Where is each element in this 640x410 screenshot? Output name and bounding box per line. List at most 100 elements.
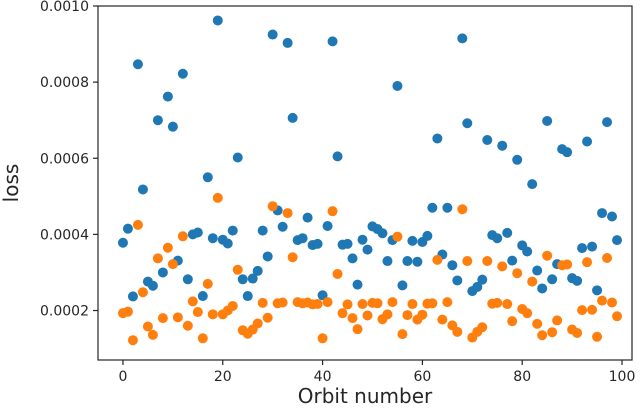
data-point-series-1 <box>147 280 158 291</box>
data-point-series-1 <box>122 223 133 234</box>
data-point-series-1 <box>497 140 508 151</box>
data-point-series-1 <box>462 118 473 129</box>
data-point-series-1 <box>202 172 213 183</box>
data-point-series-1 <box>477 274 488 285</box>
plot-frame <box>97 5 633 361</box>
data-point-series-2 <box>552 315 563 326</box>
data-point-series-2 <box>232 264 243 275</box>
y-axis-label: loss <box>0 164 23 203</box>
data-point-series-1 <box>547 274 558 285</box>
data-point-series-1 <box>527 179 538 190</box>
data-point-series-1 <box>302 212 313 223</box>
points-layer <box>117 15 623 346</box>
data-point-series-2 <box>342 299 353 310</box>
data-point-series-2 <box>152 253 163 264</box>
data-point-series-2 <box>582 257 593 268</box>
x-tick-label: 60 <box>413 369 431 385</box>
data-point-series-1 <box>242 291 253 302</box>
data-point-series-2 <box>572 327 583 338</box>
data-point-series-2 <box>417 309 428 320</box>
x-tick-label: 40 <box>314 369 332 385</box>
data-point-series-1 <box>232 152 243 163</box>
data-point-series-1 <box>607 211 618 222</box>
y-tick-label: 0.0002 <box>40 304 89 320</box>
data-point-series-1 <box>612 235 623 246</box>
data-point-series-2 <box>492 297 503 308</box>
y-tick-label: 0.0006 <box>40 151 89 167</box>
data-point-series-1 <box>117 237 128 248</box>
data-point-series-1 <box>362 244 373 255</box>
data-point-series-1 <box>507 255 518 266</box>
data-point-series-2 <box>562 259 573 270</box>
data-point-series-2 <box>212 192 223 203</box>
data-point-series-1 <box>452 275 463 286</box>
data-point-series-2 <box>322 297 333 308</box>
data-point-series-2 <box>137 287 148 298</box>
data-point-series-1 <box>582 136 593 147</box>
data-point-series-1 <box>297 233 308 244</box>
data-point-series-2 <box>142 321 153 332</box>
data-point-series-2 <box>397 329 408 340</box>
data-point-series-1 <box>522 246 533 257</box>
data-point-series-1 <box>342 238 353 249</box>
data-point-series-2 <box>407 299 418 310</box>
data-point-series-2 <box>537 330 548 341</box>
data-point-series-1 <box>432 133 443 144</box>
data-point-series-1 <box>312 238 323 249</box>
data-point-series-1 <box>167 121 178 132</box>
data-point-series-2 <box>182 320 193 331</box>
data-point-series-1 <box>592 285 603 296</box>
data-point-series-2 <box>437 314 448 325</box>
data-point-series-2 <box>497 261 508 272</box>
data-point-series-1 <box>157 267 168 278</box>
data-point-series-2 <box>172 312 183 323</box>
data-point-series-1 <box>207 233 218 244</box>
data-point-series-1 <box>377 228 388 239</box>
data-point-series-2 <box>532 318 543 329</box>
data-point-series-1 <box>542 115 553 126</box>
data-point-series-1 <box>602 117 613 128</box>
data-point-series-2 <box>592 331 603 342</box>
data-point-series-2 <box>427 298 438 309</box>
data-point-series-1 <box>572 275 583 286</box>
data-point-series-2 <box>352 324 363 335</box>
data-point-series-1 <box>332 151 343 162</box>
data-point-series-1 <box>352 279 363 290</box>
data-point-series-2 <box>457 204 468 215</box>
data-point-series-1 <box>327 36 338 47</box>
x-axis-label: Orbit number <box>298 384 433 408</box>
x-tick-label: 100 <box>609 369 636 385</box>
x-tick-label: 80 <box>513 369 531 385</box>
data-point-series-2 <box>602 252 613 263</box>
data-point-series-1 <box>502 227 513 238</box>
data-point-series-2 <box>577 305 588 316</box>
data-point-series-1 <box>317 290 328 301</box>
data-point-series-1 <box>402 256 413 267</box>
data-point-series-1 <box>127 291 138 302</box>
data-point-series-1 <box>247 273 258 284</box>
data-point-series-2 <box>587 304 598 315</box>
data-point-series-1 <box>222 238 233 249</box>
data-point-series-2 <box>277 297 288 308</box>
data-point-series-2 <box>227 300 238 311</box>
data-point-series-2 <box>197 333 208 344</box>
data-point-series-2 <box>612 311 623 322</box>
data-point-series-1 <box>422 230 433 241</box>
data-point-series-2 <box>312 299 323 310</box>
data-point-series-2 <box>162 242 173 253</box>
data-point-series-2 <box>127 335 138 346</box>
data-point-series-2 <box>347 313 358 324</box>
data-point-series-1 <box>182 274 193 285</box>
data-point-series-2 <box>267 201 278 212</box>
data-point-series-1 <box>357 234 368 245</box>
x-tick-label: 20 <box>214 369 232 385</box>
axes-layer: 0 20 40 60 80 100 0.0002 0.0004 0.0006 0.0008 0.00… <box>40 0 635 385</box>
y-tick-label: 0.0004 <box>40 227 89 243</box>
data-point-series-1 <box>392 80 403 91</box>
data-point-series-1 <box>407 235 418 246</box>
data-point-series-2 <box>392 231 403 242</box>
data-point-series-1 <box>597 208 608 219</box>
data-point-series-1 <box>492 233 503 244</box>
data-point-series-1 <box>587 241 598 252</box>
